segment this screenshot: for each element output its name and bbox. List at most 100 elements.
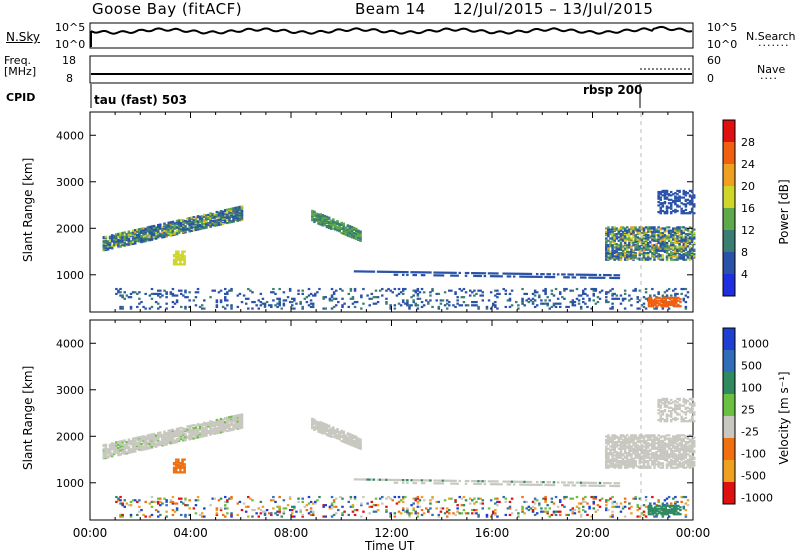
velocity-echo (655, 436, 658, 439)
velocity-echo (140, 448, 143, 452)
power-echo (173, 222, 177, 225)
power-echo (636, 238, 639, 241)
power-echo (636, 248, 639, 251)
power-echo (179, 256, 182, 259)
power-echo (642, 305, 646, 309)
velocity-echo (657, 437, 660, 440)
velocity-echo (448, 508, 451, 512)
velocity-echo (613, 505, 616, 508)
power-echo (247, 307, 250, 310)
velocity-echo (468, 502, 472, 505)
power-echo (657, 237, 660, 240)
power-echo (617, 255, 621, 258)
power-echo (617, 258, 621, 261)
velocity-echo (617, 437, 621, 440)
velocity-echo (592, 484, 595, 487)
power-echo (203, 215, 206, 218)
velocity-echo (615, 461, 619, 464)
power-echo (634, 253, 637, 256)
power-echo (106, 243, 110, 246)
power-echo (664, 300, 668, 304)
power-echo (638, 251, 642, 255)
power-echo (664, 302, 668, 305)
power-echo (171, 300, 175, 304)
velocity-echo (653, 502, 656, 505)
power-echo (327, 216, 331, 219)
velocity-echo (234, 420, 237, 424)
power-echo (226, 291, 229, 294)
velocity-echo (159, 433, 162, 436)
velocity-echo (548, 481, 552, 484)
velocity-echo (640, 448, 644, 451)
velocity-echo (420, 495, 424, 499)
power-echo (667, 246, 671, 249)
power-echo (623, 256, 627, 259)
power-echo (680, 287, 683, 291)
velocity-echo (184, 433, 187, 436)
velocity-echo (226, 499, 229, 502)
velocity-echo (623, 452, 627, 455)
power-echo (651, 254, 654, 257)
power-echo (190, 225, 193, 228)
velocity-echo (464, 499, 468, 502)
power-echo (401, 270, 405, 274)
power-echo (632, 226, 635, 229)
power-echo (646, 247, 650, 250)
velocity-echo (443, 479, 447, 482)
power-echo (682, 258, 686, 261)
power-echo (140, 240, 143, 244)
power-echo (684, 258, 688, 261)
velocity-echo (546, 512, 549, 515)
power-echo (665, 209, 669, 213)
power-echo (684, 239, 688, 242)
velocity-echo (452, 512, 455, 515)
power-echo (680, 249, 683, 252)
velocity-echo (657, 419, 660, 422)
power-echo (104, 245, 108, 248)
power-echo (607, 235, 610, 238)
power-echo (674, 300, 678, 304)
velocity-echo (659, 451, 662, 454)
power-echo (209, 296, 212, 299)
velocity-echo (496, 483, 499, 486)
velocity-echo (144, 444, 147, 448)
velocity-echo (123, 449, 126, 452)
power-echo (674, 228, 677, 231)
velocity-echo (659, 406, 662, 409)
velocity-echo (584, 510, 587, 513)
power-echo (517, 272, 520, 275)
power-echo (661, 300, 665, 304)
velocity-echo (502, 495, 505, 499)
power-echo (322, 296, 325, 299)
velocity-echo (523, 480, 526, 483)
power-echo (605, 245, 608, 248)
velocity-echo (621, 458, 625, 462)
power-echo (125, 294, 129, 297)
velocity-echo (179, 471, 182, 474)
power-echo (175, 300, 179, 304)
power-echo (655, 251, 658, 255)
power-echo (646, 244, 650, 247)
velocity-echo (253, 508, 256, 512)
velocity-echo (680, 495, 683, 499)
velocity-echo (584, 500, 587, 504)
velocity-echo (619, 454, 623, 457)
power-echo (688, 189, 692, 192)
velocity-echo (439, 510, 443, 513)
power-echo (649, 226, 652, 229)
velocity-echo (613, 436, 616, 439)
velocity-echo (634, 436, 637, 439)
power-echo (381, 294, 384, 297)
power-echo (571, 276, 575, 279)
power-echo (657, 234, 660, 237)
power-echo (688, 199, 692, 203)
velocity-echo (651, 444, 654, 447)
velocity-echo (127, 504, 131, 507)
power-echo (582, 292, 585, 296)
power-echo (582, 276, 585, 279)
power-echo (540, 299, 543, 302)
power-echo (661, 244, 665, 247)
power-echo (230, 219, 233, 223)
power-echo (230, 207, 233, 210)
velocity-echo (628, 458, 631, 462)
